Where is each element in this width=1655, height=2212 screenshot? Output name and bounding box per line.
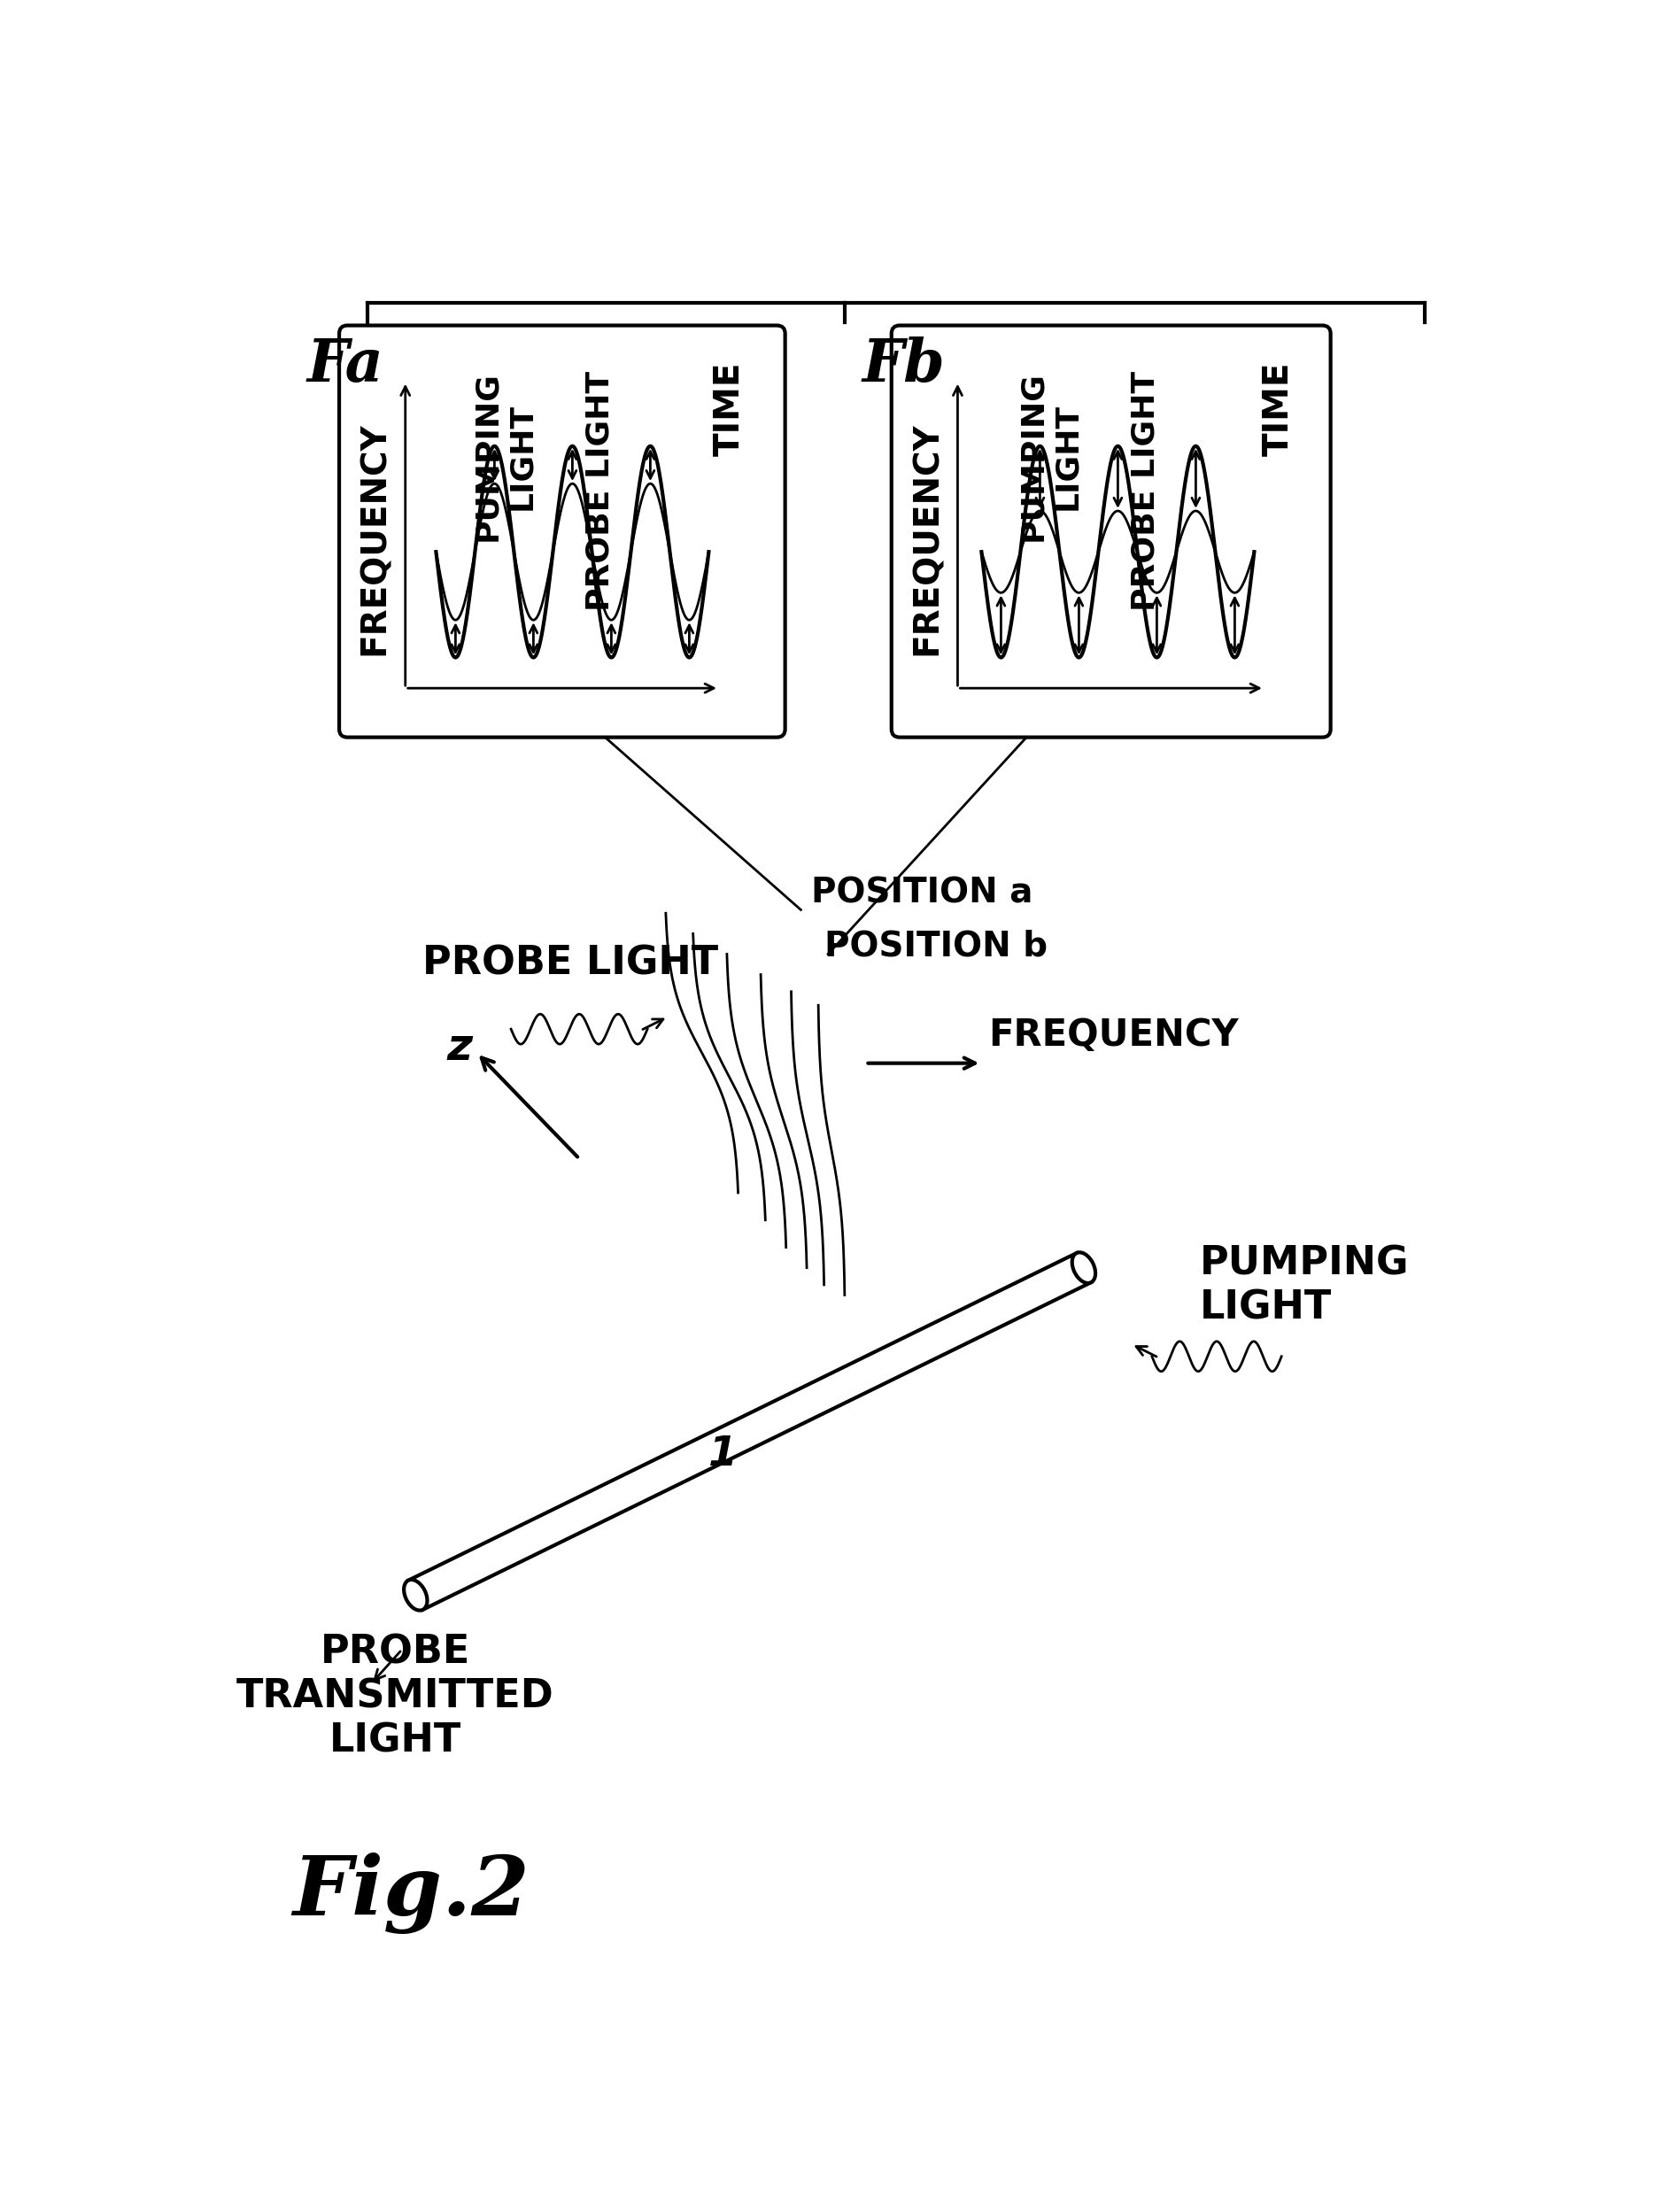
Text: PUMPING
LIGHT: PUMPING LIGHT — [1018, 372, 1082, 542]
Text: Fig.2: Fig.2 — [293, 1854, 530, 1933]
Text: Fa: Fa — [306, 336, 384, 394]
Text: z: z — [447, 1026, 472, 1068]
Text: FREQUENCY: FREQUENCY — [357, 422, 392, 655]
Text: POSITION a: POSITION a — [811, 876, 1033, 909]
Text: TIME: TIME — [1261, 361, 1294, 456]
Text: TIME: TIME — [712, 361, 746, 456]
Text: FREQUENCY: FREQUENCY — [988, 1018, 1238, 1055]
Text: PROBE LIGHT: PROBE LIGHT — [1130, 372, 1160, 611]
Text: 1: 1 — [708, 1436, 738, 1475]
Text: PROBE
TRANSMITTED
LIGHT: PROBE TRANSMITTED LIGHT — [237, 1632, 554, 1761]
Text: PROBE LIGHT: PROBE LIGHT — [422, 945, 718, 982]
Text: Fb: Fb — [862, 336, 945, 394]
Text: POSITION b: POSITION b — [824, 929, 1048, 962]
Text: PUMPING
LIGHT: PUMPING LIGHT — [472, 372, 536, 542]
FancyBboxPatch shape — [339, 325, 784, 737]
Ellipse shape — [404, 1579, 427, 1610]
Text: FREQUENCY: FREQUENCY — [910, 422, 943, 655]
Text: PROBE LIGHT: PROBE LIGHT — [584, 372, 614, 611]
Text: PUMPING
LIGHT: PUMPING LIGHT — [1200, 1245, 1408, 1327]
FancyBboxPatch shape — [892, 325, 1331, 737]
Ellipse shape — [1072, 1252, 1096, 1283]
